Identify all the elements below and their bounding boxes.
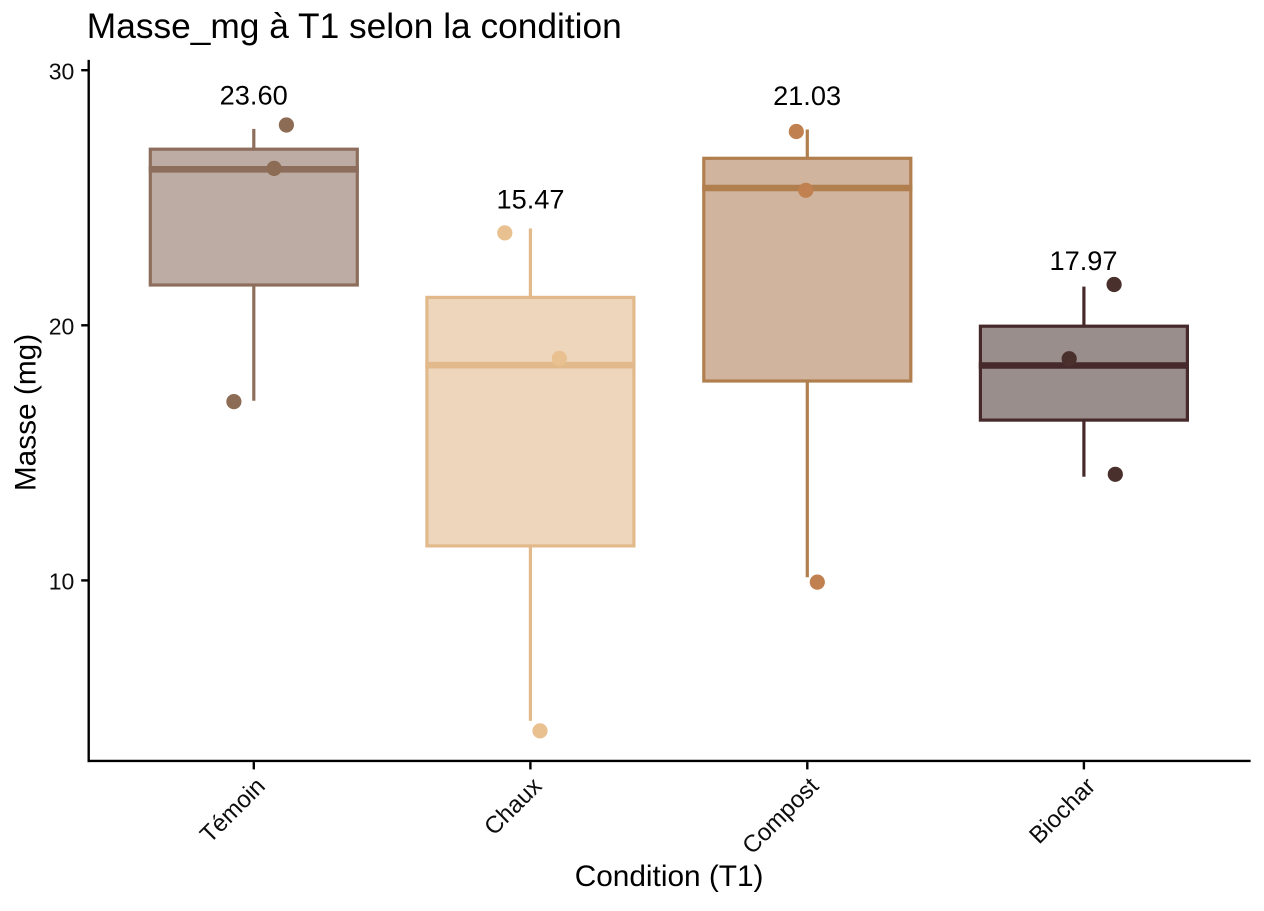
svg-text:15.47: 15.47: [496, 184, 564, 215]
svg-text:30: 30: [49, 58, 75, 84]
svg-text:17.97: 17.97: [1049, 245, 1117, 276]
svg-text:Masse (mg): Masse (mg): [10, 334, 43, 491]
svg-text:10: 10: [49, 569, 75, 595]
svg-text:Condition (T1): Condition (T1): [575, 860, 764, 893]
svg-text:21.03: 21.03: [773, 80, 841, 111]
svg-text:20: 20: [49, 313, 75, 339]
svg-text:Masse_mg à T1 selon la conditi: Masse_mg à T1 selon la condition: [87, 7, 622, 46]
svg-text:23.60: 23.60: [220, 80, 288, 111]
